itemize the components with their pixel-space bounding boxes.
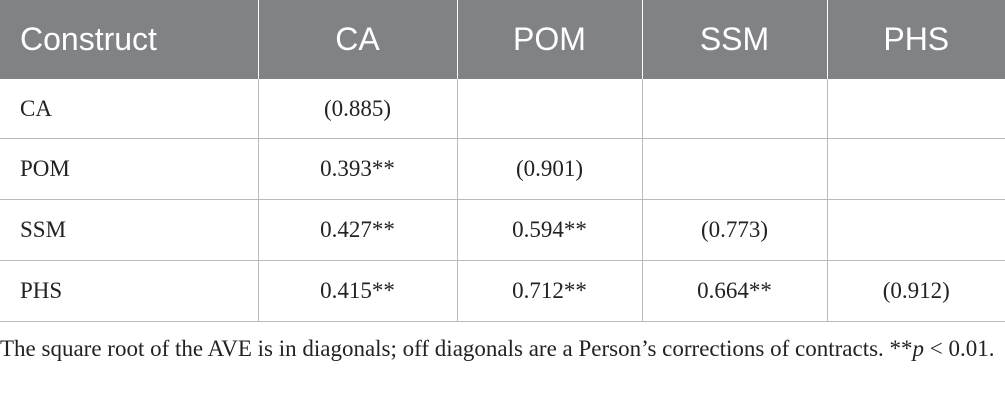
header-pom: POM (456, 0, 642, 79)
table-footnote: The square root of the AVE is in diagona… (0, 332, 995, 366)
header-ca: CA (257, 0, 457, 79)
header-row: Construct CA POM SSM PHS (0, 0, 1005, 79)
table-cell: 0.427** (257, 199, 457, 261)
table-cell: 0.415** (257, 260, 457, 322)
table-cell: (0.912) (826, 260, 1005, 322)
table-cell: 0.594** (456, 199, 642, 261)
row-label: CA (0, 79, 258, 139)
row-label: POM (0, 138, 258, 200)
table-cell (826, 138, 1005, 200)
table-cell (456, 79, 642, 139)
table-cell (641, 138, 827, 200)
correlation-table: Construct CA POM SSM PHS CA (0.885) POM … (0, 0, 1005, 322)
row-label: SSM (0, 199, 258, 261)
table-row: PHS 0.415** 0.712** 0.664** (0.912) (0, 260, 1005, 322)
footnote-p-symbol: p (912, 336, 925, 361)
table-cell: (0.885) (257, 79, 457, 139)
table-cell (641, 79, 827, 139)
table-header: Construct CA POM SSM PHS (0, 0, 1005, 79)
table-body: CA (0.885) POM 0.393** (0.901) SSM 0.427… (0, 79, 1005, 322)
table-cell: (0.901) (456, 138, 642, 200)
header-construct: Construct (0, 0, 258, 79)
table-cell: 0.712** (456, 260, 642, 322)
header-phs: PHS (826, 0, 1005, 79)
table-cell: 0.393** (257, 138, 457, 200)
table-row: POM 0.393** (0.901) (0, 138, 1005, 200)
table-cell: (0.773) (641, 199, 827, 261)
table-cell: 0.664** (641, 260, 827, 322)
table-cell (826, 79, 1005, 139)
footnote-text: The square root of the AVE is in diagona… (0, 336, 913, 361)
header-ssm: SSM (641, 0, 827, 79)
footnote-p-threshold: < 0.01. (924, 336, 995, 361)
row-label: PHS (0, 260, 258, 322)
table-row: SSM 0.427** 0.594** (0.773) (0, 199, 1005, 261)
table-row: CA (0.885) (0, 79, 1005, 139)
table-cell (826, 199, 1005, 261)
correlation-table-container: Construct CA POM SSM PHS CA (0.885) POM … (0, 0, 1005, 322)
